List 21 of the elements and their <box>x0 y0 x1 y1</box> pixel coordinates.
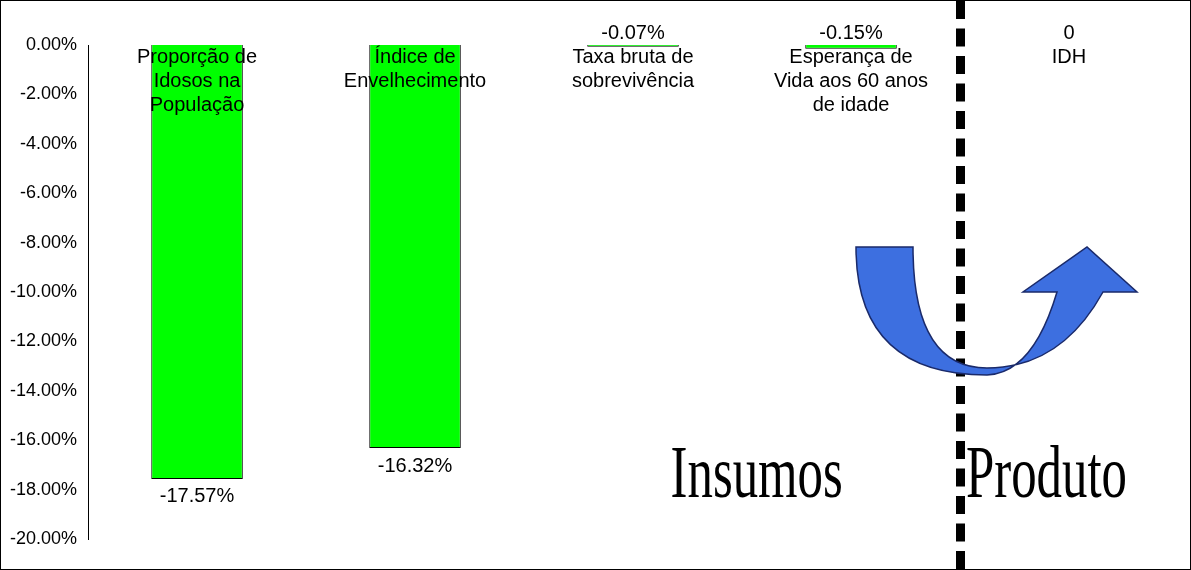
y-tick-label: -8.00% <box>20 231 78 252</box>
y-tick-label: -12.00% <box>10 330 78 351</box>
data-label: -17.57% <box>159 484 235 507</box>
y-tick-label: -4.00% <box>20 132 78 153</box>
annotation: Insumos <box>670 430 843 514</box>
y-tick-label: -6.00% <box>20 182 78 203</box>
y-tick-label: -14.00% <box>10 379 78 400</box>
annotation: Produto <box>966 430 1127 514</box>
y-tick-label: -20.00% <box>10 527 78 548</box>
x-tick-label: Taxa bruta de sobrevivência <box>571 44 696 91</box>
x-tick-label: Esperança de Vida aos 60 anos de idade <box>773 44 929 115</box>
y-tick-label: -16.00% <box>10 429 78 450</box>
data-label: 0 <box>1063 20 1075 43</box>
y-tick-label: -10.00% <box>10 280 78 301</box>
data-label: -0.15% <box>819 20 883 43</box>
data-label: -0.07% <box>601 20 665 43</box>
data-label: -16.32% <box>377 453 453 476</box>
y-tick-label: 0.00% <box>26 33 78 54</box>
y-tick-label: -18.00% <box>10 478 78 499</box>
x-tick-label: IDH <box>1051 44 1087 67</box>
y-tick-label: -2.00% <box>20 83 78 104</box>
